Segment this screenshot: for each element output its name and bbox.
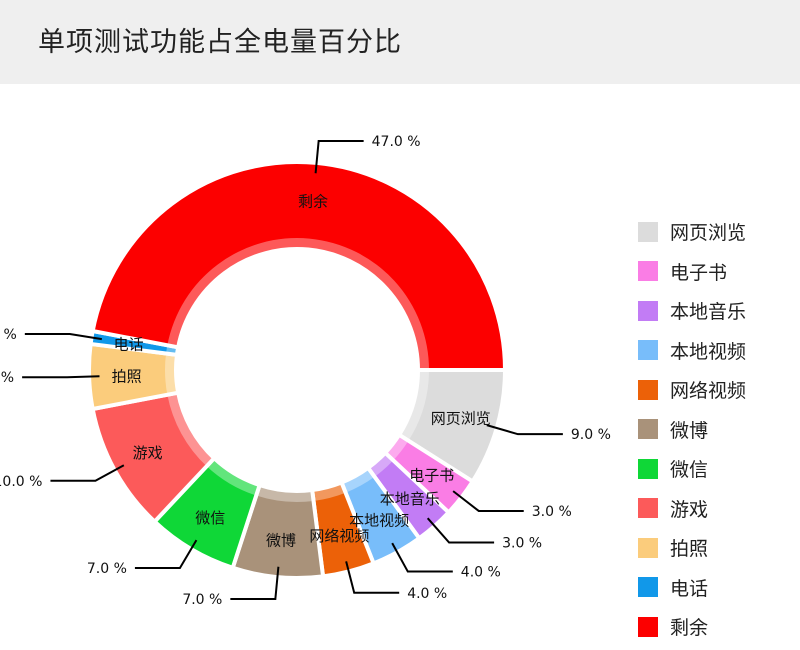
slice-5-value-label: 4.0 % (407, 586, 447, 602)
legend-swatch (638, 261, 658, 282)
slice-6-leader-line (230, 566, 280, 600)
legend-item-7[interactable]: 微信 (638, 449, 798, 489)
legend-label: 微博 (670, 419, 709, 442)
slice-1-leader-line (486, 424, 563, 436)
slice-3-inner-band (368, 452, 394, 477)
legend-item-8[interactable]: 游戏 (638, 489, 798, 529)
slice-10-inner-band (166, 345, 179, 355)
slice-11-segment[interactable] (90, 160, 508, 372)
inner-layer (165, 238, 430, 502)
slice-4-inner-band (341, 467, 375, 493)
legend-item-2[interactable]: 电子书 (638, 252, 798, 292)
legend-swatch (638, 340, 658, 361)
legend-label: 微信 (670, 459, 709, 482)
legend-swatch (638, 221, 658, 242)
legend-swatch (638, 537, 658, 558)
legend-item-1[interactable]: 网页浏览 (638, 212, 798, 252)
slice-4-value-label: 4.0 % (461, 565, 501, 581)
slice-10-leader-line (24, 333, 102, 341)
legend-swatch (638, 379, 658, 400)
slice-3-label: 本地音乐 (380, 490, 440, 508)
slice-11-label: 剩余 (298, 192, 328, 210)
legend-label: 本地视频 (670, 340, 747, 363)
legend: 网页浏览电子书本地音乐本地视频网络视频微博微信游戏拍照电话剩余 (638, 212, 798, 647)
legend-swatch (638, 458, 658, 479)
slice-3-value-label: 3.0 % (502, 536, 542, 552)
slice-2-leader-line (452, 490, 524, 512)
slice-5-inner-band (312, 482, 346, 501)
slice-4-label: 本地视频 (349, 511, 409, 529)
legend-swatch (638, 577, 658, 598)
slices-layer (87, 160, 508, 580)
slice-2-label: 电子书 (409, 467, 454, 485)
slice-1-label: 网页浏览 (431, 410, 491, 428)
legend-item-6[interactable]: 微博 (638, 410, 798, 450)
slice-7-label: 微信 (195, 509, 225, 527)
legend-item-4[interactable]: 本地视频 (638, 331, 798, 371)
legend-item-5[interactable]: 网络视频 (638, 370, 798, 410)
legend-label: 网页浏览 (670, 222, 747, 245)
legend-label: 网络视频 (670, 380, 747, 403)
slice-10-value-label: 1.0 % (0, 327, 17, 343)
legend-item-3[interactable]: 本地音乐 (638, 291, 798, 331)
legend-label: 剩余 (670, 617, 709, 640)
slice-6-label: 微博 (266, 532, 296, 550)
legend-swatch (638, 300, 658, 321)
legend-item-10[interactable]: 电话 (638, 568, 798, 608)
legend-label: 游戏 (670, 498, 709, 521)
slice-9-inner-band (165, 353, 179, 395)
slice-3-leader-line (426, 517, 495, 544)
slice-8-value-label: 10.0 % (0, 474, 42, 490)
leader-layer (22, 140, 563, 600)
slice-9-value-label: 5.0 % (0, 370, 14, 386)
slice-9-leader-line (22, 375, 100, 379)
label-layer: 网页浏览 9.0 % 电子书 3.0 % 本地音乐 3.0 % 本地视频 4.0 % 网络视频 4… (0, 134, 611, 608)
slice-8-leader-line (50, 464, 125, 482)
slice-6-inner-band (256, 485, 314, 502)
slice-11-value-label: 47.0 % (372, 134, 421, 150)
slice-2-inner-band (385, 434, 409, 461)
slice-10-label: 电话 (114, 335, 144, 353)
slice-2-value-label: 3.0 % (532, 504, 572, 520)
slice-11-leader-line (314, 140, 364, 174)
legend-swatch (638, 616, 658, 637)
legend-item-9[interactable]: 拍照 (638, 528, 798, 568)
slice-1-value-label: 9.0 % (571, 427, 611, 443)
legend-label: 电子书 (670, 261, 728, 284)
slice-9-label: 拍照 (112, 367, 142, 385)
slice-6-value-label: 7.0 % (182, 592, 222, 608)
slice-7-value-label: 7.0 % (87, 561, 127, 577)
slice-7-inner-band (206, 458, 260, 496)
legend-swatch (638, 498, 658, 519)
legend-swatch (638, 419, 658, 440)
slice-8-inner-band (167, 392, 215, 467)
title-bar: 单项测试功能占全电量百分比 (0, 0, 800, 84)
legend-label: 拍照 (670, 538, 709, 561)
legend-item-11[interactable]: 剩余 (638, 607, 798, 647)
slice-5-leader-line (345, 561, 400, 594)
slice-7-leader-line (134, 539, 198, 569)
legend-label: 本地音乐 (670, 301, 747, 324)
slice-4-leader-line (391, 542, 453, 573)
slice-5-label: 网络视频 (309, 527, 369, 545)
slice-1-inner-band (399, 370, 429, 441)
slice-8-label: 游戏 (133, 444, 163, 462)
page-title: 单项测试功能占全电量百分比 (38, 27, 402, 58)
legend-label: 电话 (670, 577, 709, 600)
